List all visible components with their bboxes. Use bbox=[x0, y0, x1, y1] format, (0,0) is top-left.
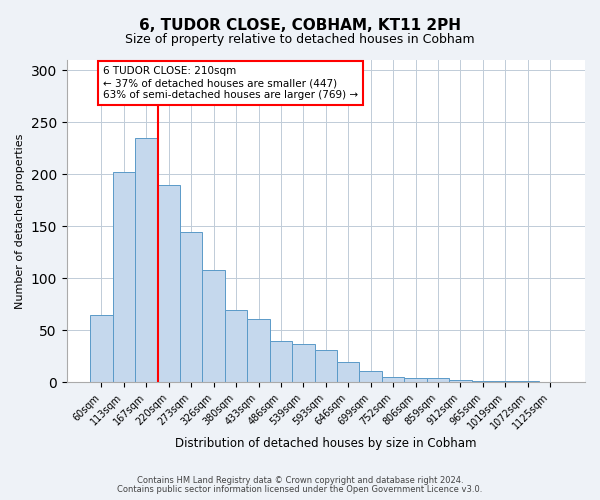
Bar bbox=[202, 270, 225, 382]
Bar bbox=[225, 310, 247, 382]
Bar bbox=[113, 172, 135, 382]
Bar bbox=[337, 362, 359, 382]
Bar bbox=[427, 378, 449, 382]
Text: 6, TUDOR CLOSE, COBHAM, KT11 2PH: 6, TUDOR CLOSE, COBHAM, KT11 2PH bbox=[139, 18, 461, 32]
Bar bbox=[270, 341, 292, 382]
Bar bbox=[180, 232, 202, 382]
Text: Contains public sector information licensed under the Open Government Licence v3: Contains public sector information licen… bbox=[118, 484, 482, 494]
Bar bbox=[158, 185, 180, 382]
Bar bbox=[314, 350, 337, 382]
Bar bbox=[404, 378, 427, 382]
Bar bbox=[382, 378, 404, 382]
Bar bbox=[247, 319, 270, 382]
Bar bbox=[359, 371, 382, 382]
Text: 6 TUDOR CLOSE: 210sqm
← 37% of detached houses are smaller (447)
63% of semi-det: 6 TUDOR CLOSE: 210sqm ← 37% of detached … bbox=[103, 66, 358, 100]
Bar bbox=[90, 315, 113, 382]
Text: Contains HM Land Registry data © Crown copyright and database right 2024.: Contains HM Land Registry data © Crown c… bbox=[137, 476, 463, 485]
X-axis label: Distribution of detached houses by size in Cobham: Distribution of detached houses by size … bbox=[175, 437, 476, 450]
Y-axis label: Number of detached properties: Number of detached properties bbox=[15, 134, 25, 309]
Bar bbox=[135, 138, 158, 382]
Text: Size of property relative to detached houses in Cobham: Size of property relative to detached ho… bbox=[125, 32, 475, 46]
Bar bbox=[292, 344, 314, 383]
Bar bbox=[449, 380, 472, 382]
